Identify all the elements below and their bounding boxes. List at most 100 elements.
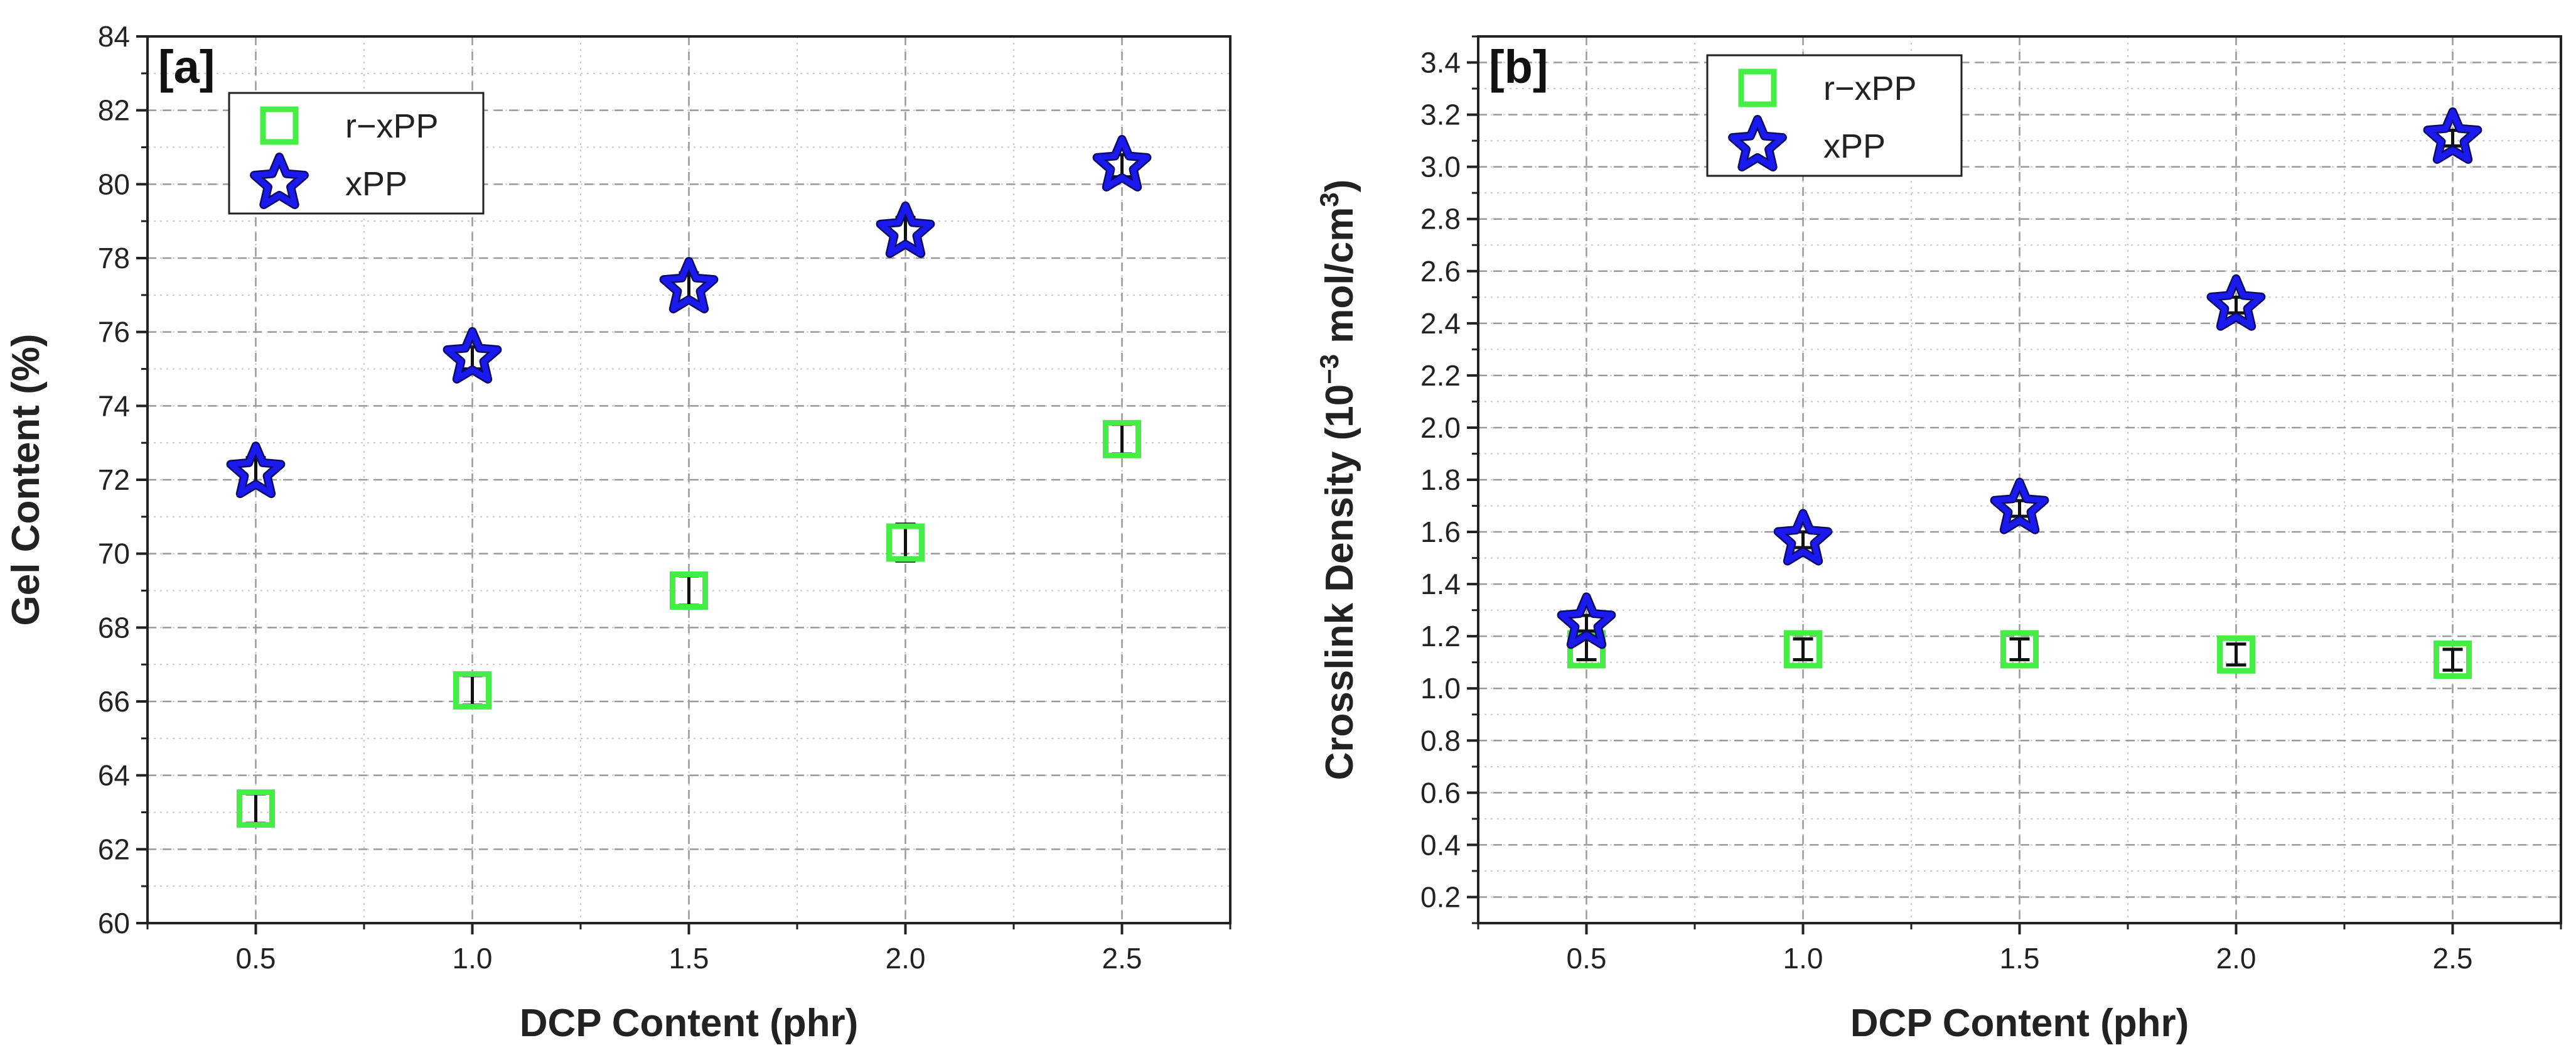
y-axis-title-b: Crosslink Density (10−3 mol/cm3) [1314, 180, 1362, 781]
data-point-xpp [226, 441, 286, 499]
error-bar-r-xpp [2442, 647, 2463, 672]
y-tick-label: 2.8 [1420, 203, 1461, 235]
y-tick-label: 0.8 [1420, 724, 1461, 757]
y-tick-label: 3.2 [1420, 99, 1461, 131]
chart-panel-b: 0.2 0.4 0.6 0.8 1.0 1.2 1.4 1.6 1.8 2.0 2.2 2.4 2.6 2… [1314, 35, 2562, 1045]
ticks-b: 0.2 0.4 0.6 0.8 1.0 1.2 1.4 1.6 1.8 2.0 2.2 2.4 2.6 2… [1420, 35, 2562, 975]
y-tick-label: 62 [98, 833, 130, 865]
y-tick-label: 60 [98, 907, 130, 939]
error-bar-r-xpp [2009, 637, 2030, 662]
data-point-r-xpp [2000, 630, 2039, 669]
legend-marker-r-xpp-a [260, 106, 299, 145]
y-tick-label: 2.6 [1420, 255, 1461, 288]
legend-label-xpp-a: xPP [345, 165, 407, 203]
legend-b: r−xPP xPP [1706, 54, 1963, 177]
y-tick-label: 1.8 [1420, 463, 1461, 496]
y-tick-label: 0.4 [1420, 828, 1461, 861]
data-point-r-xpp [237, 789, 275, 828]
legend-box-b [1706, 54, 1963, 177]
data-point-xpp [1990, 477, 2049, 534]
x-tick-label: 2.5 [1102, 942, 1142, 975]
marks-b [1557, 107, 2482, 679]
legend-marker-r-xpp-b [1738, 68, 1777, 107]
error-bar-r-xpp [245, 792, 266, 825]
y-tick-label: 3.4 [1420, 46, 1461, 79]
data-point-xpp [2423, 107, 2482, 164]
data-point-xpp [1773, 509, 1833, 566]
y-tick-label: 0.6 [1420, 776, 1461, 809]
legend-marker-xpp-b [1728, 115, 1787, 171]
data-point-xpp [443, 327, 502, 384]
legend-a: r−xPP xPP [228, 92, 485, 215]
y-tick-label: 2.4 [1420, 307, 1461, 340]
marks-a [226, 134, 1152, 828]
y-tick-label: 1.0 [1420, 672, 1461, 705]
y-tick-label: 68 [98, 611, 130, 644]
y-tick-label: 74 [98, 389, 130, 422]
y-tick-label: 1.6 [1420, 516, 1461, 548]
error-bar-r-xpp [2226, 642, 2246, 667]
legend-marker-symbol [1738, 68, 1777, 107]
data-point-xpp [659, 257, 719, 313]
data-point-xpp [1092, 134, 1152, 192]
y-tick-label: 2.0 [1420, 411, 1461, 444]
y-tick-label: 64 [98, 759, 130, 792]
legend-label-xpp-b: xPP [1823, 127, 1886, 165]
x-tick-label: 0.5 [1567, 942, 1607, 975]
x-tick-label: 0.5 [236, 942, 276, 975]
y-tick-label: 2.2 [1420, 359, 1461, 392]
data-point-xpp [876, 201, 935, 258]
data-point-r-xpp [1784, 630, 1822, 669]
y-tick-label: 82 [98, 94, 130, 127]
y-tick-label: 3.0 [1420, 151, 1461, 183]
x-tick-label: 2.0 [2216, 942, 2257, 975]
y-tick-label: 84 [98, 20, 130, 53]
x-tick-label: 1.0 [453, 942, 493, 975]
y-axis-title-b-main: Crosslink Density (10 [1318, 384, 1361, 781]
x-axis-title-b: DCP Content (phr) [1850, 1002, 2189, 1045]
data-point-r-xpp [453, 671, 491, 710]
data-point-r-xpp [2434, 641, 2472, 679]
y-tick-label: 70 [98, 538, 130, 570]
error-bar-r-xpp [1112, 423, 1132, 456]
y-axis-title-b-exponent: −3 [1314, 354, 1344, 384]
y-tick-label: 72 [98, 463, 130, 496]
data-point-xpp [2206, 274, 2266, 331]
y-tick-label: 78 [98, 242, 130, 274]
chart-panel-a: 60 62 64 66 68 70 72 74 76 78 80 82 84 0.5 1.0 1.5 2.0 2.… [4, 20, 1232, 1045]
y-axis-title-b-unit-exponent: 3 [1314, 192, 1344, 207]
x-tick-label: 1.5 [669, 942, 709, 975]
data-point-r-xpp [670, 571, 708, 610]
legend-box-a [228, 92, 485, 215]
x-tick-label: 1.5 [2000, 942, 2040, 975]
data-point-xpp [1557, 592, 1616, 649]
legend-marker-symbol [1728, 115, 1787, 171]
y-tick-label: 0.2 [1420, 880, 1461, 913]
error-bar-r-xpp [1793, 637, 1813, 662]
legend-label-r-xpp-a: r−xPP [345, 107, 439, 145]
y-tick-label: 1.2 [1420, 620, 1461, 652]
y-axis-title-a: Gel Content (%) [4, 334, 48, 626]
ticks-a: 60 62 64 66 68 70 72 74 76 78 80 82 84 0.5 1.0 1.5 2.0 2.… [98, 20, 1232, 975]
y-tick-label: 66 [98, 685, 130, 718]
panel-label-b: [b] [1489, 41, 1548, 93]
x-tick-label: 2.5 [2433, 942, 2473, 975]
x-tick-label: 2.0 [886, 942, 926, 975]
error-bar-r-xpp [895, 522, 916, 563]
legend-marker-symbol [260, 106, 299, 145]
data-point-r-xpp [2217, 635, 2255, 674]
legend-marker-symbol [250, 153, 309, 209]
data-point-r-xpp [1103, 419, 1141, 458]
panel-label-a: [a] [158, 41, 215, 93]
y-axis-title-b-close: ) [1318, 180, 1361, 193]
y-axis-title-b-unit: mol/cm [1318, 207, 1361, 354]
data-point-r-xpp [886, 523, 925, 562]
x-tick-label: 1.0 [1783, 942, 1823, 975]
y-tick-label: 76 [98, 316, 130, 349]
legend-label-r-xpp-b: r−xPP [1823, 70, 1917, 107]
y-tick-label: 80 [98, 168, 130, 200]
legend-marker-xpp-a [250, 153, 309, 209]
x-axis-title-a: DCP Content (phr) [520, 1002, 859, 1045]
y-tick-label: 1.4 [1420, 568, 1461, 600]
